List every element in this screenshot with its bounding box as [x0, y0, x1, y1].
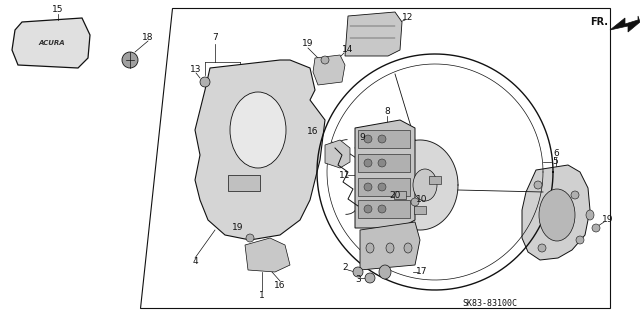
- Polygon shape: [382, 140, 458, 230]
- Ellipse shape: [230, 92, 286, 168]
- Polygon shape: [245, 238, 290, 272]
- Ellipse shape: [576, 236, 584, 244]
- Text: 20: 20: [389, 190, 401, 199]
- Ellipse shape: [413, 169, 437, 201]
- Ellipse shape: [534, 181, 542, 189]
- Polygon shape: [313, 55, 345, 85]
- Bar: [429, 176, 441, 184]
- Text: 6: 6: [553, 150, 559, 159]
- Polygon shape: [360, 222, 420, 270]
- Text: 1: 1: [259, 292, 265, 300]
- Text: 19: 19: [232, 224, 244, 233]
- Ellipse shape: [364, 135, 372, 143]
- Bar: [394, 191, 406, 199]
- Bar: [228, 175, 260, 191]
- Text: 13: 13: [190, 65, 202, 75]
- Text: 4: 4: [192, 257, 198, 266]
- Text: 3: 3: [355, 276, 361, 285]
- Text: ACURA: ACURA: [38, 40, 65, 46]
- Polygon shape: [522, 165, 590, 260]
- Ellipse shape: [539, 189, 575, 241]
- Polygon shape: [140, 8, 610, 308]
- Text: 8: 8: [384, 108, 390, 116]
- Ellipse shape: [364, 205, 372, 213]
- Ellipse shape: [592, 224, 600, 232]
- Ellipse shape: [571, 191, 579, 199]
- Text: 15: 15: [52, 5, 64, 14]
- Ellipse shape: [404, 243, 412, 253]
- Ellipse shape: [378, 159, 386, 167]
- Text: 11: 11: [339, 170, 351, 180]
- Text: 5: 5: [552, 158, 558, 167]
- Ellipse shape: [365, 273, 375, 283]
- Polygon shape: [610, 16, 640, 32]
- Text: 18: 18: [142, 33, 154, 42]
- Text: 19: 19: [602, 216, 614, 225]
- Text: 17: 17: [416, 268, 428, 277]
- Text: 16: 16: [307, 128, 319, 137]
- Polygon shape: [325, 140, 350, 168]
- Ellipse shape: [364, 183, 372, 191]
- Ellipse shape: [411, 198, 419, 206]
- Bar: [358, 178, 410, 196]
- Ellipse shape: [586, 210, 594, 220]
- Polygon shape: [12, 18, 90, 68]
- Ellipse shape: [321, 56, 329, 64]
- Ellipse shape: [379, 265, 391, 279]
- Text: 12: 12: [403, 13, 413, 23]
- Ellipse shape: [353, 267, 363, 277]
- Bar: [358, 154, 410, 172]
- Polygon shape: [355, 120, 415, 228]
- Ellipse shape: [366, 243, 374, 253]
- Text: 9: 9: [359, 133, 365, 143]
- Text: 10: 10: [416, 196, 428, 204]
- Ellipse shape: [378, 135, 386, 143]
- Ellipse shape: [364, 159, 372, 167]
- Text: 19: 19: [302, 40, 314, 48]
- Ellipse shape: [200, 77, 210, 87]
- Text: FR.: FR.: [590, 17, 608, 27]
- Bar: [414, 206, 426, 214]
- Bar: [358, 200, 410, 218]
- Bar: [358, 130, 410, 148]
- Text: 2: 2: [342, 263, 348, 272]
- Text: 7: 7: [212, 33, 218, 42]
- Ellipse shape: [378, 183, 386, 191]
- Polygon shape: [195, 60, 325, 240]
- Ellipse shape: [246, 234, 254, 242]
- Text: 16: 16: [275, 280, 285, 290]
- Ellipse shape: [538, 244, 546, 252]
- Ellipse shape: [378, 205, 386, 213]
- Text: 14: 14: [342, 46, 354, 55]
- Ellipse shape: [386, 243, 394, 253]
- Polygon shape: [345, 12, 402, 56]
- Text: SK83-83100C: SK83-83100C: [463, 299, 518, 308]
- Ellipse shape: [122, 52, 138, 68]
